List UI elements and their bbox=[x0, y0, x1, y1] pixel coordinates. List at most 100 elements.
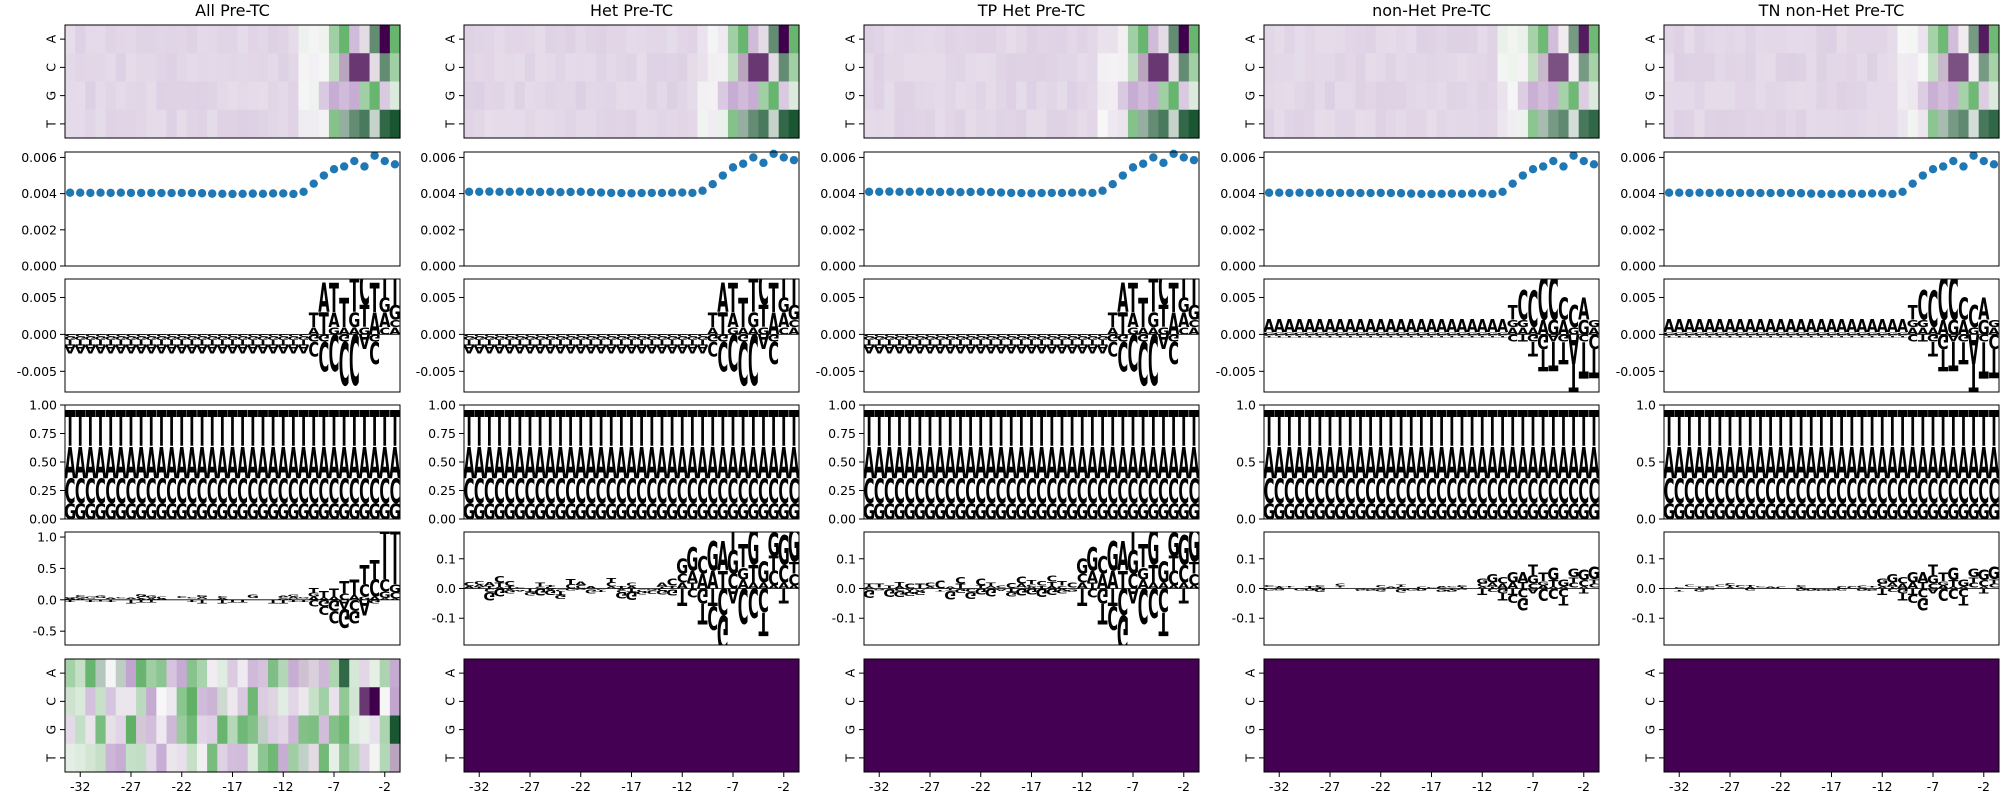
logo-letter-G: G bbox=[1036, 585, 1048, 598]
logo-letter-A: A bbox=[1927, 325, 1939, 337]
heat-cell bbox=[65, 687, 76, 717]
logo-letter-G: G bbox=[615, 500, 627, 525]
logo-letter-C: C bbox=[717, 579, 728, 622]
heat-cell bbox=[585, 25, 597, 54]
logo-letter-G: G bbox=[1765, 500, 1777, 525]
heat-cell bbox=[1426, 81, 1438, 111]
logo-letter-A: A bbox=[1877, 438, 1888, 489]
logo-letter-G: G bbox=[1588, 317, 1600, 329]
logo-letter-A: A bbox=[1056, 438, 1067, 489]
data-point bbox=[1047, 188, 1057, 198]
data-point bbox=[1549, 156, 1558, 166]
logo-letter-C: C bbox=[555, 473, 566, 512]
heat-cell bbox=[95, 687, 107, 717]
heat-cell bbox=[1826, 109, 1838, 139]
heat-cell bbox=[1046, 109, 1058, 139]
logo-letter-A: A bbox=[606, 586, 619, 589]
heat-cell bbox=[1816, 25, 1828, 54]
logo-letter-G: G bbox=[247, 594, 259, 599]
x-tick-label: -27 bbox=[920, 779, 940, 794]
logo-letter-A: A bbox=[1588, 438, 1599, 489]
logo-letter-T: T bbox=[65, 599, 76, 602]
logo-letter-G: G bbox=[389, 583, 401, 595]
heat-cell bbox=[349, 659, 360, 688]
logo-letter-A: A bbox=[1938, 585, 1950, 590]
logo-letter-G: G bbox=[1354, 588, 1366, 590]
logo-letter-T: T bbox=[146, 400, 156, 458]
heat-cell bbox=[1978, 109, 1990, 139]
logo-letter-T: T bbox=[1745, 335, 1756, 337]
heat-cell bbox=[935, 109, 946, 139]
logo-letter-G: G bbox=[1886, 500, 1898, 525]
logo-letter-T: T bbox=[1447, 588, 1458, 590]
logo-letter-C: C bbox=[514, 587, 525, 589]
logo-letter-G: G bbox=[237, 335, 249, 340]
logo-letter-C: C bbox=[626, 473, 637, 512]
heat-cell bbox=[318, 687, 330, 717]
logo-letter-A: A bbox=[1107, 567, 1119, 595]
heat-cell bbox=[1168, 53, 1180, 83]
logo-letter-T: T bbox=[996, 338, 1006, 347]
logo-letter-T: T bbox=[1006, 400, 1016, 458]
logo-letter-C: C bbox=[1796, 473, 1807, 512]
logo-letter-T: T bbox=[1989, 400, 1999, 458]
heat-cell bbox=[717, 53, 729, 83]
heat-cell bbox=[1907, 25, 1919, 54]
logo-letter-C: C bbox=[935, 579, 946, 591]
logo-letter-C: C bbox=[1887, 587, 1898, 592]
logo-letter-A: A bbox=[227, 438, 238, 489]
logo-letter-A: A bbox=[75, 598, 86, 600]
logo-letter-C: C bbox=[986, 473, 997, 512]
logo-letter-C: C bbox=[1684, 473, 1695, 512]
logo-letter-G: G bbox=[1907, 570, 1919, 586]
data-point bbox=[1346, 188, 1355, 198]
logo-letter-T: T bbox=[1857, 335, 1868, 337]
y-tick-label: G bbox=[843, 91, 858, 101]
heat-cell bbox=[1324, 53, 1336, 83]
heat-cell bbox=[514, 53, 526, 83]
logo-letter-A: A bbox=[1158, 581, 1170, 591]
logo-letter-G: G bbox=[1168, 526, 1180, 563]
logo-letter-G: G bbox=[1497, 587, 1509, 596]
logo-letter-C: C bbox=[955, 575, 966, 585]
logo-letter-G: G bbox=[1127, 325, 1139, 337]
logo-letter-G: G bbox=[747, 500, 759, 525]
heat-cell bbox=[359, 53, 371, 83]
logo-letter-C: C bbox=[504, 579, 515, 588]
heat-cell bbox=[217, 25, 229, 54]
heat-cell bbox=[125, 743, 137, 773]
x-tick-label: -7 bbox=[328, 779, 340, 794]
logo-letter-C: C bbox=[1396, 334, 1407, 336]
x-tick-label: -7 bbox=[727, 779, 739, 794]
logo-panel-2-3: GACTGACTGACTGACTGACTGACTGACTGACTGACTGACT… bbox=[1216, 278, 1600, 393]
logo-letter-A: A bbox=[1294, 316, 1306, 337]
logo-letter-C: C bbox=[596, 334, 607, 337]
heat-cell bbox=[237, 25, 249, 54]
logo-letter-A: A bbox=[1355, 438, 1366, 489]
logo-letter-A: A bbox=[636, 342, 647, 355]
logo-letter-T: T bbox=[1918, 400, 1928, 458]
heat-cell bbox=[257, 25, 269, 54]
logo-letter-G: G bbox=[1714, 332, 1726, 335]
heat-cell bbox=[975, 81, 987, 111]
heat-cell bbox=[1284, 81, 1296, 111]
heat-cell bbox=[217, 81, 229, 111]
x-tick-label: -32 bbox=[70, 779, 90, 794]
logo-letter-A: A bbox=[1304, 438, 1315, 489]
logo-letter-T: T bbox=[1355, 400, 1365, 458]
logo-letter-A: A bbox=[1816, 438, 1827, 489]
heat-cell bbox=[1664, 53, 1675, 83]
logo-letter-G: G bbox=[1578, 317, 1590, 340]
logo-letter-C: C bbox=[904, 334, 915, 337]
logo-letter-G: G bbox=[298, 500, 310, 525]
heat-cell bbox=[1856, 109, 1868, 139]
logo-letter-A: A bbox=[1263, 438, 1274, 489]
heat-cell bbox=[1304, 109, 1316, 139]
logo-letter-T: T bbox=[1579, 400, 1589, 458]
logo-letter-G: G bbox=[1405, 500, 1417, 525]
logo-letter-C: C bbox=[1877, 334, 1888, 336]
logo-letter-T: T bbox=[1087, 581, 1097, 591]
logo-letter-G: G bbox=[1147, 310, 1159, 333]
